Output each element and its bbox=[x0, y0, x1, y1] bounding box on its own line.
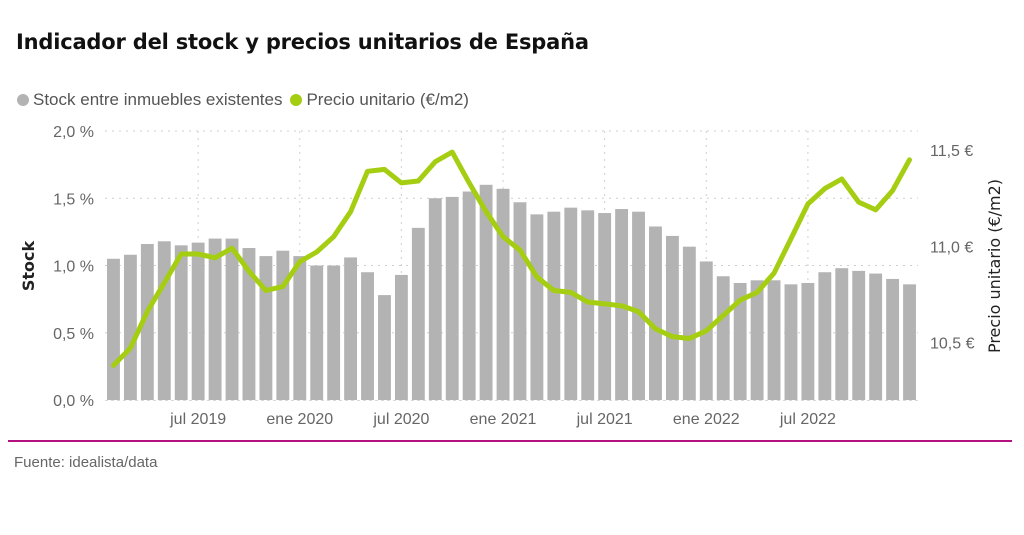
line-series-price bbox=[111, 149, 912, 368]
bar bbox=[445, 196, 459, 400]
bar bbox=[479, 184, 493, 400]
bar bbox=[716, 276, 730, 400]
bar bbox=[208, 238, 222, 400]
y-axis-title-right: Precio unitario (€/m2) bbox=[985, 179, 1004, 353]
bar bbox=[107, 258, 120, 400]
bar bbox=[869, 273, 883, 400]
bar bbox=[157, 241, 171, 400]
y-tick-label-right: 10,5 € bbox=[930, 335, 975, 352]
x-tick-label: ene 2021 bbox=[470, 411, 537, 428]
bar bbox=[598, 213, 612, 400]
bar bbox=[496, 188, 510, 400]
bar bbox=[649, 226, 662, 400]
y-axis-right: 10,5 € 11,0 € 11,5 € bbox=[930, 143, 975, 352]
bar bbox=[225, 238, 239, 400]
bar bbox=[293, 256, 307, 400]
bar bbox=[801, 282, 815, 400]
bar bbox=[174, 245, 188, 400]
bar bbox=[530, 214, 544, 400]
bar bbox=[462, 191, 476, 400]
y-axis-title-left: Stock bbox=[19, 241, 38, 292]
y-tick-label: 0,0 % bbox=[53, 393, 94, 410]
legend-item-price[interactable]: Precio unitario (€/m2) bbox=[290, 90, 469, 110]
bar-series-stock bbox=[105, 184, 918, 401]
chart-title: Indicador del stock y precios unitarios … bbox=[16, 30, 589, 54]
legend-item-stock[interactable]: Stock entre inmuebles existentes bbox=[17, 90, 282, 110]
bar bbox=[259, 256, 273, 400]
footer-divider bbox=[8, 440, 1012, 442]
legend-dot-price-icon bbox=[290, 94, 303, 106]
bar bbox=[428, 198, 442, 400]
x-tick-label: jul 2022 bbox=[779, 411, 836, 428]
bar bbox=[581, 210, 595, 400]
bar bbox=[852, 270, 866, 400]
bar bbox=[767, 280, 781, 400]
bar bbox=[733, 282, 747, 400]
legend-dot-stock-icon bbox=[17, 94, 29, 106]
bar bbox=[191, 242, 205, 400]
bar bbox=[886, 278, 900, 400]
x-tick-label: jul 2019 bbox=[169, 411, 226, 428]
legend-label-stock: Stock entre inmuebles existentes bbox=[33, 90, 283, 109]
x-tick-label: ene 2020 bbox=[266, 411, 333, 428]
bar bbox=[665, 235, 679, 400]
bar bbox=[310, 265, 324, 400]
bar bbox=[327, 265, 341, 400]
x-tick-label: ene 2022 bbox=[673, 411, 740, 428]
chart-plot-area: 0,0 % 0,5 % 1,0 % 1,5 % 2,0 % 10,5 € 11,0 € 11… bbox=[19, 124, 1004, 428]
bar bbox=[378, 295, 391, 400]
y-axis-left: 0,0 % 0,5 % 1,0 % 1,5 % 2,0 % bbox=[53, 124, 94, 410]
y-tick-label-right: 11,0 € bbox=[930, 239, 973, 256]
y-tick-label: 2,0 % bbox=[53, 124, 94, 141]
bar bbox=[513, 202, 527, 400]
bar bbox=[818, 272, 832, 400]
bar bbox=[394, 274, 408, 400]
y-tick-label: 1,0 % bbox=[53, 259, 94, 276]
bar bbox=[140, 243, 154, 400]
bar bbox=[344, 257, 358, 400]
x-tick-label: jul 2020 bbox=[372, 411, 429, 428]
bar bbox=[632, 211, 645, 400]
x-axis: jul 2019 ene 2020 jul 2020 ene 2021 jul 2021… bbox=[169, 411, 836, 428]
bar bbox=[276, 250, 290, 400]
y-tick-label: 1,5 % bbox=[53, 191, 94, 208]
bar bbox=[242, 248, 256, 400]
bar bbox=[361, 272, 374, 400]
legend-label-price: Precio unitario (€/m2) bbox=[306, 90, 469, 109]
bar bbox=[564, 207, 578, 400]
y-tick-label-right: 11,5 € bbox=[930, 143, 973, 160]
source-note: Fuente: idealista/data bbox=[14, 454, 158, 471]
x-tick-label: jul 2021 bbox=[576, 411, 633, 428]
bar bbox=[835, 268, 849, 400]
bar bbox=[784, 284, 798, 400]
bar bbox=[903, 284, 916, 400]
y-tick-label: 0,5 % bbox=[53, 326, 94, 343]
legend: Stock entre inmuebles existentes Precio … bbox=[17, 90, 477, 110]
price-line bbox=[111, 149, 912, 368]
bar bbox=[750, 280, 764, 400]
bar bbox=[547, 211, 561, 400]
bar bbox=[123, 254, 137, 400]
bar bbox=[682, 246, 696, 400]
bar bbox=[411, 227, 425, 400]
